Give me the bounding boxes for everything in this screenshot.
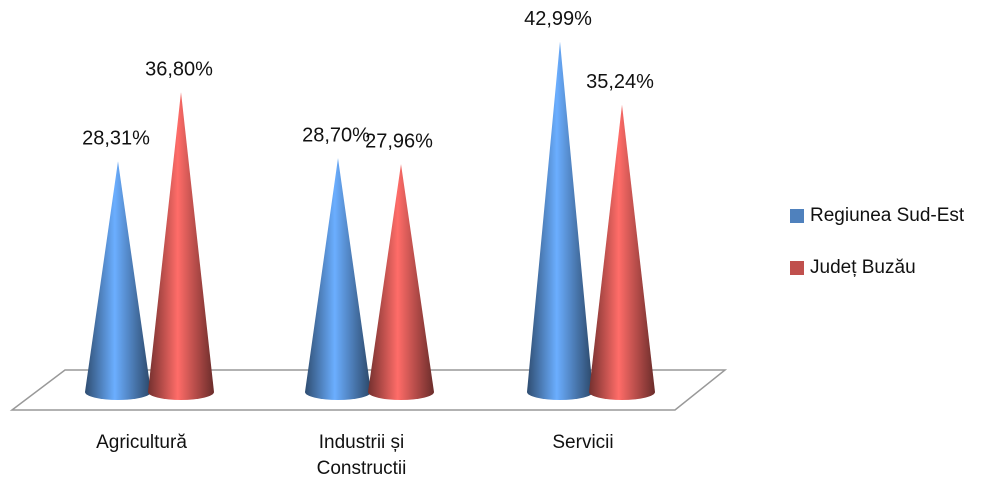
value-label: 35,24% bbox=[586, 71, 654, 93]
x-tick-label: Servicii bbox=[552, 432, 614, 453]
legend-swatch bbox=[790, 209, 804, 223]
value-label: 28,70% bbox=[302, 124, 370, 146]
legend-swatch bbox=[790, 261, 804, 275]
cone bbox=[589, 104, 655, 400]
value-label: 42,99% bbox=[524, 8, 592, 30]
cone bbox=[305, 158, 371, 400]
x-tick-label: Agricultură bbox=[96, 432, 187, 453]
cone bbox=[148, 92, 214, 400]
x-tick-label: Industrii și Constructii bbox=[316, 432, 407, 479]
cone bbox=[368, 164, 434, 400]
value-label: 36,80% bbox=[145, 58, 213, 80]
cone bbox=[85, 161, 151, 400]
value-label: 28,31% bbox=[82, 128, 150, 150]
legend-label: Regiunea Sud-Est bbox=[810, 205, 965, 226]
value-label: 27,96% bbox=[365, 130, 433, 152]
cone bbox=[527, 41, 593, 400]
legend-label: Județ Buzău bbox=[810, 257, 916, 278]
